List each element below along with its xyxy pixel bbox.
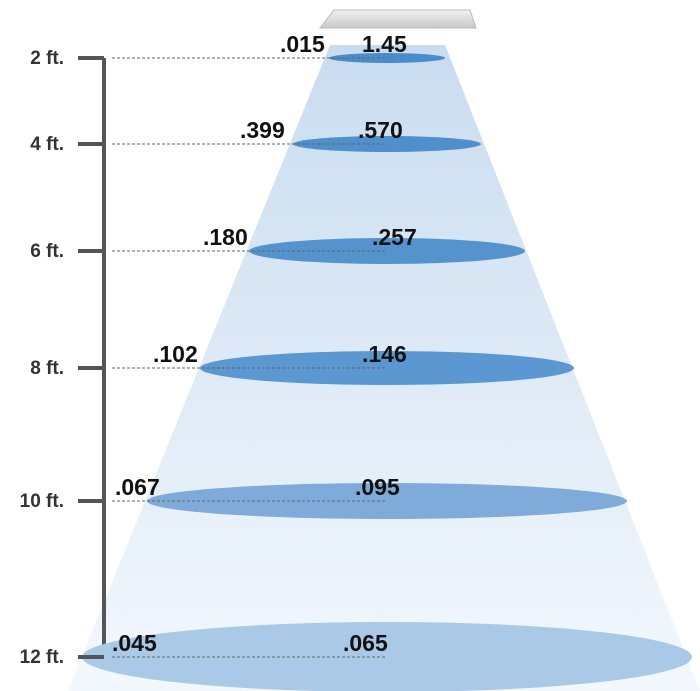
light-spot <box>200 351 574 385</box>
distance-label: 2 ft. <box>30 48 64 69</box>
distance-label: 10 ft. <box>20 491 64 512</box>
distance-label: 12 ft. <box>20 647 64 668</box>
light-spot <box>329 53 445 63</box>
center-value: .095 <box>355 474 400 500</box>
center-value: .065 <box>343 630 388 656</box>
center-value: .146 <box>362 341 407 367</box>
light-spot <box>293 136 481 152</box>
edge-value: .399 <box>240 117 285 143</box>
edge-value: .045 <box>112 630 157 656</box>
edge-value: .102 <box>153 341 198 367</box>
edge-value: .015 <box>280 31 325 57</box>
distance-label: 6 ft. <box>30 241 64 262</box>
light-spot <box>82 622 692 691</box>
center-value: 1.45 <box>362 31 407 57</box>
center-value: .570 <box>358 117 403 143</box>
distance-label: 4 ft. <box>30 134 64 155</box>
center-value: .257 <box>372 224 417 250</box>
edge-value: .067 <box>115 474 160 500</box>
light-spot <box>147 483 627 519</box>
light-fixture <box>318 9 477 29</box>
edge-value: .180 <box>203 224 248 250</box>
distance-label: 8 ft. <box>30 358 64 379</box>
light-spot <box>249 238 525 264</box>
